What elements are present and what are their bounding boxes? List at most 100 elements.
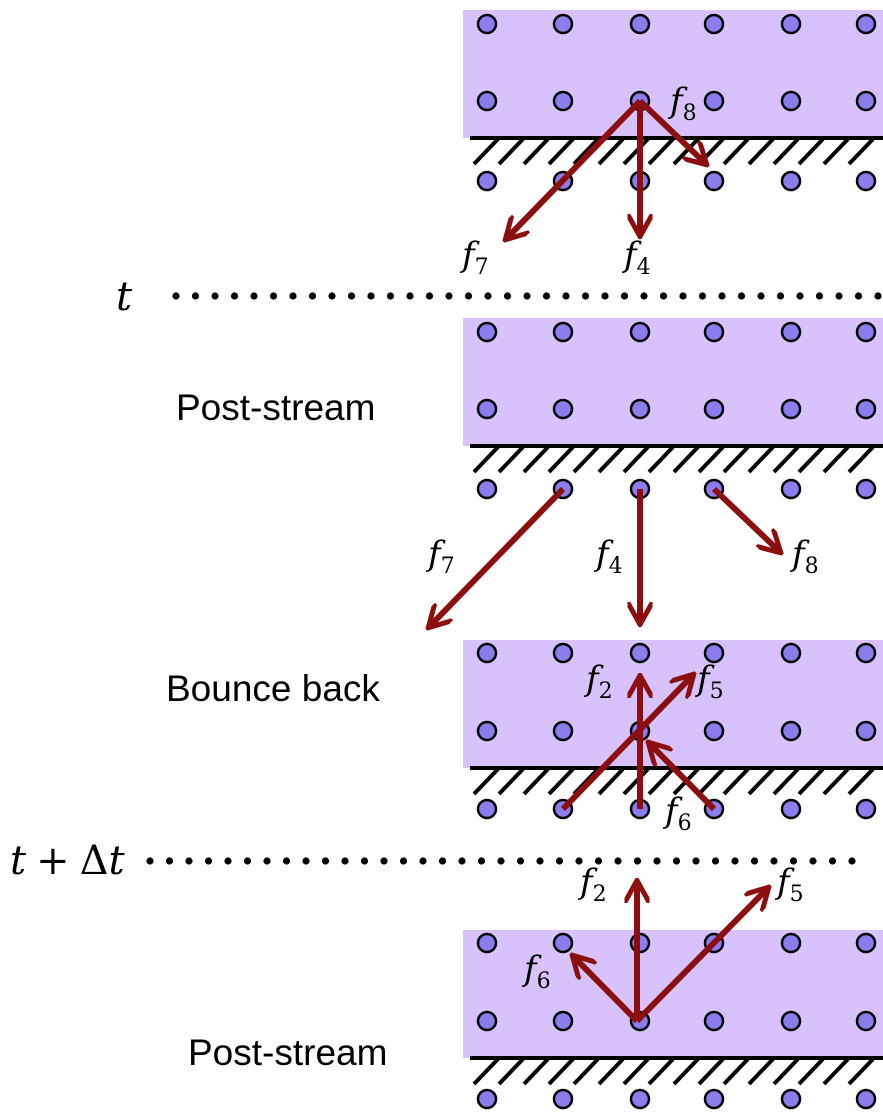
wall-hatch — [722, 445, 750, 474]
lattice-nodes — [476, 13, 877, 192]
time-dot — [425, 292, 434, 300]
label-time-t: t — [116, 274, 133, 320]
time-dot — [757, 292, 765, 300]
lattice-node — [855, 170, 877, 192]
time-dot — [165, 857, 174, 865]
lattice-node — [780, 398, 802, 420]
time-dot — [776, 292, 785, 300]
lattice-node — [476, 90, 498, 112]
fluid-region — [463, 318, 883, 446]
lattice-node — [476, 642, 498, 664]
wall-hatch — [547, 1057, 575, 1086]
arrow-f6 — [574, 957, 640, 1024]
wall-hatch — [697, 445, 725, 474]
time-dot — [204, 857, 213, 865]
lattice-node — [476, 13, 498, 35]
time-dot — [308, 292, 317, 300]
wall-hatch — [772, 1057, 800, 1086]
lattice-node — [629, 642, 651, 664]
lattice-node — [476, 798, 498, 820]
dotted-line — [146, 857, 856, 865]
lattice-node — [855, 798, 877, 820]
time-dot — [445, 292, 453, 300]
lattice-node — [476, 1088, 498, 1110]
stage-label-bounce-back: Bounce back — [166, 668, 380, 709]
wall-hatch — [572, 1057, 600, 1086]
wall-hatch — [847, 137, 875, 166]
lattice-node — [855, 90, 877, 112]
time-dot — [185, 857, 193, 865]
wall-hatch — [622, 137, 650, 166]
wall-hatch — [647, 1057, 675, 1086]
wall-hatch — [747, 767, 775, 796]
wall-hatch — [497, 445, 525, 474]
time-dot — [250, 292, 258, 300]
time-dot — [731, 857, 739, 865]
label-f4: f4 — [593, 534, 623, 579]
wall-hatch — [672, 1057, 700, 1086]
time-dot — [809, 857, 817, 865]
lattice-node — [780, 13, 802, 35]
time-dot — [360, 857, 369, 865]
time-dot — [243, 857, 252, 865]
time-dot — [224, 857, 232, 865]
fluid-region — [463, 930, 883, 1058]
time-dot — [536, 857, 544, 865]
arrow-f7 — [430, 486, 566, 626]
arrow-f8 — [711, 486, 779, 551]
arrow-f5 — [560, 676, 692, 812]
wall-hatch — [797, 767, 825, 796]
time-dot — [146, 857, 154, 865]
time-dot — [659, 292, 668, 300]
wall-hatch — [822, 1057, 850, 1086]
stage-label-post-stream: Post-stream — [188, 1032, 387, 1073]
lattice-nodes — [476, 321, 877, 500]
time-dot — [640, 292, 648, 300]
arrow-f6 — [650, 744, 717, 812]
lattice-node — [855, 720, 877, 742]
wall-hatch — [647, 767, 675, 796]
wall-hatch — [697, 767, 725, 796]
wall-hatch — [522, 1057, 550, 1086]
wall-hatch — [622, 767, 650, 796]
time-dot — [542, 292, 551, 300]
lattice-node — [703, 90, 725, 112]
time-dot — [328, 292, 336, 300]
wall-hatch — [847, 1057, 875, 1086]
time-dot — [789, 857, 798, 865]
arrow-f7 — [507, 98, 643, 238]
time-dot — [698, 292, 707, 300]
time-dot — [503, 292, 512, 300]
lattice-node — [780, 321, 802, 343]
time-dot — [672, 857, 681, 865]
time-dot — [848, 857, 856, 865]
lattice-node — [780, 720, 802, 742]
lattice-nodes — [476, 642, 877, 820]
wall-hatch — [747, 1057, 775, 1086]
wall-hatch — [647, 137, 675, 166]
time-dot — [399, 857, 408, 865]
lattice-node — [855, 642, 877, 664]
label-f7: f7 — [459, 235, 489, 280]
lattice-node — [703, 1088, 725, 1110]
lattice-node — [476, 478, 498, 500]
time-dot — [289, 292, 297, 300]
time-dot — [581, 292, 590, 300]
time-dot — [750, 857, 759, 865]
wall-hatch — [472, 137, 500, 166]
lattice-node — [552, 1088, 574, 1110]
wall-hatch — [672, 445, 700, 474]
wall-hatch — [847, 445, 875, 474]
time-dot — [854, 292, 863, 300]
panel-post-stream-1: Post-stream f7 f4 f8 — [176, 318, 883, 626]
wall-hatch — [822, 137, 850, 166]
label-f4: f4 — [621, 235, 651, 280]
panel-initial: f8 f7 f4 — [459, 10, 883, 280]
wall-hatch — [522, 445, 550, 474]
time-dot — [341, 857, 349, 865]
time-dot — [380, 857, 388, 865]
lattice-node — [703, 321, 725, 343]
wall-hatch — [772, 445, 800, 474]
time-dot — [633, 857, 642, 865]
lattice-node — [855, 932, 877, 954]
